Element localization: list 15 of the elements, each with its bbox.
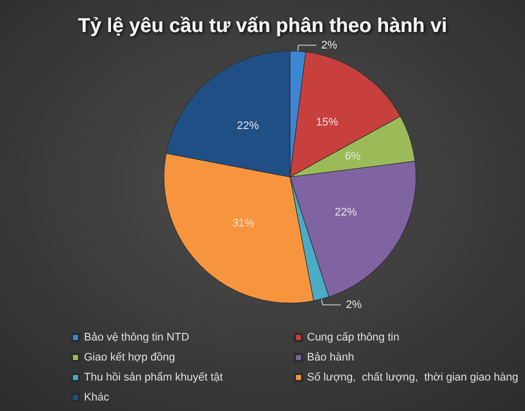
legend-label: Khác <box>84 392 110 404</box>
data-label: 31% <box>232 218 255 230</box>
data-label: 22% <box>236 120 260 132</box>
legend-label: Bảo hành <box>307 352 354 364</box>
legend-label: Số lượng, chất lượng, thời gian giao hàng <box>307 372 518 384</box>
legend-label: Bảo vệ thông tin NTD <box>84 332 190 344</box>
data-label: 2% <box>346 298 362 311</box>
data-label: 2% <box>321 39 338 52</box>
data-label: 6% <box>344 150 361 163</box>
legend-label: Giao kết hợp đồng <box>84 352 175 364</box>
legend-label: Thu hồi sản phẩm khuyết tật <box>84 372 223 384</box>
legend-label: Cung cấp thông tin <box>307 332 400 344</box>
data-label: 22% <box>334 206 357 218</box>
data-label: 15% <box>316 116 338 128</box>
chart-title: Tỷ lệ yêu cầu tư vấn phân theo hành vi <box>78 15 448 37</box>
